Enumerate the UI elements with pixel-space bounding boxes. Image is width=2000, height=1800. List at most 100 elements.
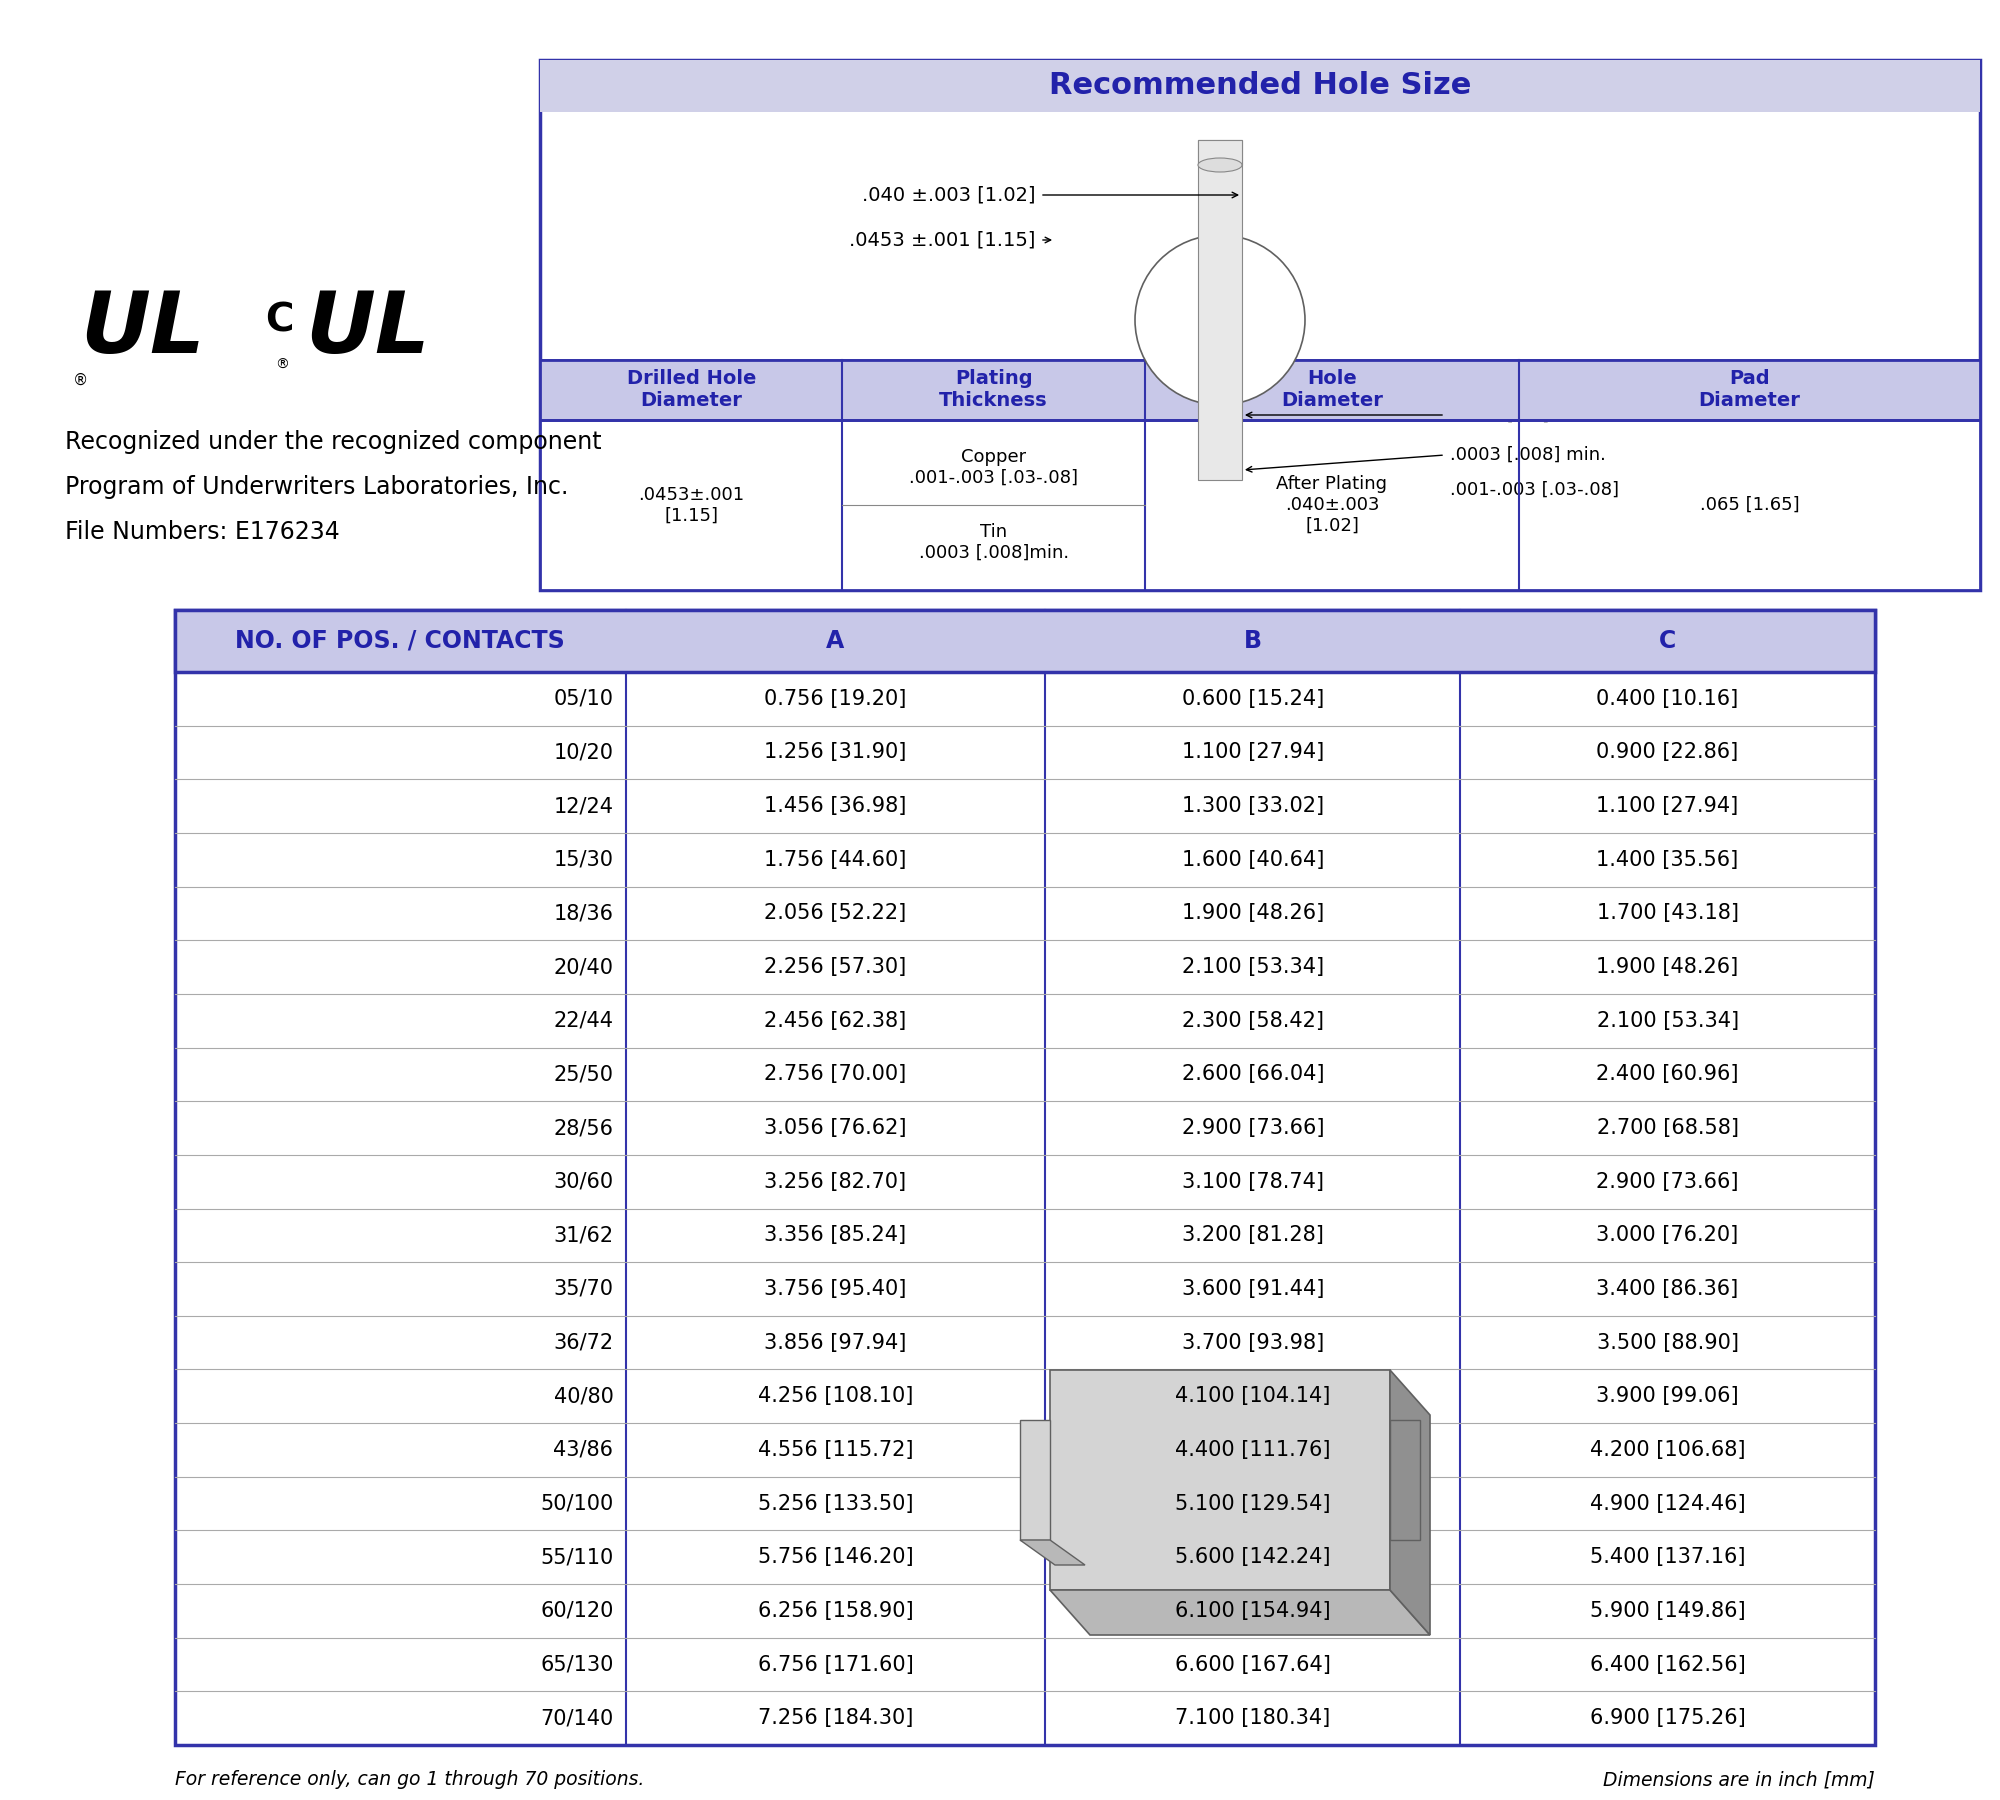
Text: .0453±.001
[1.15]: .0453±.001 [1.15]	[638, 486, 744, 524]
Text: Dimensions are in inch [mm]: Dimensions are in inch [mm]	[552, 360, 812, 378]
Text: 55/110: 55/110	[540, 1548, 614, 1568]
Text: 2.100 [53.34]: 2.100 [53.34]	[1182, 958, 1324, 977]
Text: 3.200 [81.28]: 3.200 [81.28]	[1182, 1226, 1324, 1246]
Text: Program of Underwriters Laboratories, Inc.: Program of Underwriters Laboratories, In…	[64, 475, 568, 499]
Text: 50/100: 50/100	[540, 1494, 614, 1514]
Text: 05/10: 05/10	[554, 689, 614, 709]
Text: 1.756 [44.60]: 1.756 [44.60]	[764, 850, 906, 869]
Text: 6.900 [175.26]: 6.900 [175.26]	[1590, 1708, 1746, 1728]
Text: 10/20: 10/20	[554, 742, 614, 763]
Text: .040 ±.003 [1.02]: .040 ±.003 [1.02]	[862, 185, 1036, 205]
Text: 12/24: 12/24	[554, 796, 614, 815]
Text: 3.500 [88.90]: 3.500 [88.90]	[1596, 1332, 1738, 1352]
Text: 3.700 [93.98]: 3.700 [93.98]	[1182, 1332, 1324, 1352]
Text: 7.256 [184.30]: 7.256 [184.30]	[758, 1708, 914, 1728]
Text: .0003 [.008] min.: .0003 [.008] min.	[1450, 446, 1606, 464]
Bar	[176, 610, 1876, 671]
Circle shape	[1136, 236, 1304, 405]
Text: UL: UL	[80, 288, 204, 371]
Text: 43/86: 43/86	[554, 1440, 614, 1460]
Text: 35/70: 35/70	[554, 1280, 614, 1300]
Text: 0.756 [19.20]: 0.756 [19.20]	[764, 689, 906, 709]
Bar	[1198, 140, 1242, 166]
Text: 5.256 [133.50]: 5.256 [133.50]	[758, 1494, 914, 1514]
Text: NO. OF POS. / CONTACTS: NO. OF POS. / CONTACTS	[236, 628, 566, 653]
Text: ®: ®	[72, 373, 88, 387]
Text: 1.700 [43.18]: 1.700 [43.18]	[1596, 904, 1738, 923]
Text: .0453 ±.001 [1.15]: .0453 ±.001 [1.15]	[848, 230, 1036, 250]
Bar	[1198, 140, 1242, 481]
Text: A: A	[826, 628, 844, 653]
Text: 1.100 [27.94]: 1.100 [27.94]	[1182, 742, 1324, 763]
Text: 3.756 [95.40]: 3.756 [95.40]	[764, 1280, 906, 1300]
Text: 2.756 [70.00]: 2.756 [70.00]	[764, 1064, 906, 1084]
Polygon shape	[1020, 1420, 1050, 1541]
Bar	[176, 610, 1876, 1744]
Text: C: C	[1658, 628, 1676, 653]
Text: 25/50: 25/50	[554, 1064, 614, 1084]
Text: 3.400 [86.36]: 3.400 [86.36]	[1596, 1280, 1738, 1300]
Text: 4.100 [104.14]: 4.100 [104.14]	[1176, 1386, 1330, 1406]
Text: Drilled Hole
Diameter: Drilled Hole Diameter	[626, 369, 756, 410]
Text: After Plating
.040±.003
[1.02]: After Plating .040±.003 [1.02]	[1276, 475, 1388, 535]
Text: 5.400 [137.16]: 5.400 [137.16]	[1590, 1548, 1746, 1568]
Text: 5.600 [142.24]: 5.600 [142.24]	[1176, 1548, 1330, 1568]
Text: 0.400 [10.16]: 0.400 [10.16]	[1596, 689, 1738, 709]
Polygon shape	[1390, 1370, 1430, 1634]
Text: 2.700 [68.58]: 2.700 [68.58]	[1596, 1118, 1738, 1138]
Text: Plating
Thickness: Plating Thickness	[940, 369, 1048, 410]
Text: For reference only, can go 1 through 70 positions.: For reference only, can go 1 through 70 …	[176, 1769, 644, 1789]
Text: 6.400 [162.56]: 6.400 [162.56]	[1590, 1654, 1746, 1674]
Text: 60/120: 60/120	[540, 1600, 614, 1620]
Text: B: B	[1244, 628, 1262, 653]
Text: 65/130: 65/130	[540, 1654, 614, 1674]
Bar	[540, 59, 1980, 590]
Text: 2.300 [58.42]: 2.300 [58.42]	[1182, 1012, 1324, 1031]
Text: 6.256 [158.90]: 6.256 [158.90]	[758, 1600, 914, 1620]
Text: Tin
.0003 [.008]min.: Tin .0003 [.008]min.	[918, 524, 1068, 562]
Text: 0.600 [15.24]: 0.600 [15.24]	[1182, 689, 1324, 709]
Text: 1.456 [36.98]: 1.456 [36.98]	[764, 796, 906, 815]
Text: 3.856 [97.94]: 3.856 [97.94]	[764, 1332, 906, 1352]
Polygon shape	[1390, 1420, 1420, 1541]
Text: 1.400 [35.56]: 1.400 [35.56]	[1596, 850, 1738, 869]
Text: 6.756 [171.60]: 6.756 [171.60]	[758, 1654, 914, 1674]
Text: 3.000 [76.20]: 3.000 [76.20]	[1596, 1226, 1738, 1246]
Text: 2.056 [52.22]: 2.056 [52.22]	[764, 904, 906, 923]
Text: .0040 [.10] min.: .0040 [.10] min.	[1450, 407, 1594, 425]
Text: File Numbers: E176234: File Numbers: E176234	[64, 520, 340, 544]
Text: 18/36: 18/36	[554, 904, 614, 923]
Text: 1.256 [31.90]: 1.256 [31.90]	[764, 742, 906, 763]
Text: Pad
Diameter: Pad Diameter	[1698, 369, 1800, 410]
Text: Dimensions are in inch [mm]: Dimensions are in inch [mm]	[1604, 1769, 1876, 1789]
Text: 1.300 [33.02]: 1.300 [33.02]	[1182, 796, 1324, 815]
Text: Copper
.001-.003 [.03-.08]: Copper .001-.003 [.03-.08]	[910, 448, 1078, 488]
Text: Recognized under the recognized component: Recognized under the recognized componen…	[64, 430, 602, 454]
Text: ®: ®	[276, 358, 288, 373]
Text: 15/30: 15/30	[554, 850, 614, 869]
Polygon shape	[1020, 1541, 1084, 1564]
Text: 28/56: 28/56	[554, 1118, 614, 1138]
Text: 4.400 [111.76]: 4.400 [111.76]	[1176, 1440, 1330, 1460]
Ellipse shape	[1198, 158, 1242, 173]
Text: 2.900 [73.66]: 2.900 [73.66]	[1182, 1118, 1324, 1138]
Text: 5.756 [146.20]: 5.756 [146.20]	[758, 1548, 914, 1568]
Text: UL: UL	[304, 288, 430, 371]
Text: C: C	[264, 301, 294, 338]
Bar	[540, 360, 1980, 590]
Text: 1.900 [48.26]: 1.900 [48.26]	[1182, 904, 1324, 923]
Text: 30/60: 30/60	[554, 1172, 614, 1192]
Text: 1.900 [48.26]: 1.900 [48.26]	[1596, 958, 1738, 977]
Polygon shape	[1050, 1370, 1390, 1589]
Text: 3.900 [99.06]: 3.900 [99.06]	[1596, 1386, 1738, 1406]
Bar	[540, 360, 1980, 419]
Text: 3.600 [91.44]: 3.600 [91.44]	[1182, 1280, 1324, 1300]
Text: 2.456 [62.38]: 2.456 [62.38]	[764, 1012, 906, 1031]
Bar	[540, 59, 1980, 112]
Text: .001-.003 [.03-.08]: .001-.003 [.03-.08]	[1450, 481, 1620, 499]
Text: 4.556 [115.72]: 4.556 [115.72]	[758, 1440, 914, 1460]
Text: 3.100 [78.74]: 3.100 [78.74]	[1182, 1172, 1324, 1192]
Text: 6.100 [154.94]: 6.100 [154.94]	[1174, 1600, 1330, 1620]
Text: 2.600 [66.04]: 2.600 [66.04]	[1182, 1064, 1324, 1084]
Polygon shape	[1050, 1589, 1430, 1634]
